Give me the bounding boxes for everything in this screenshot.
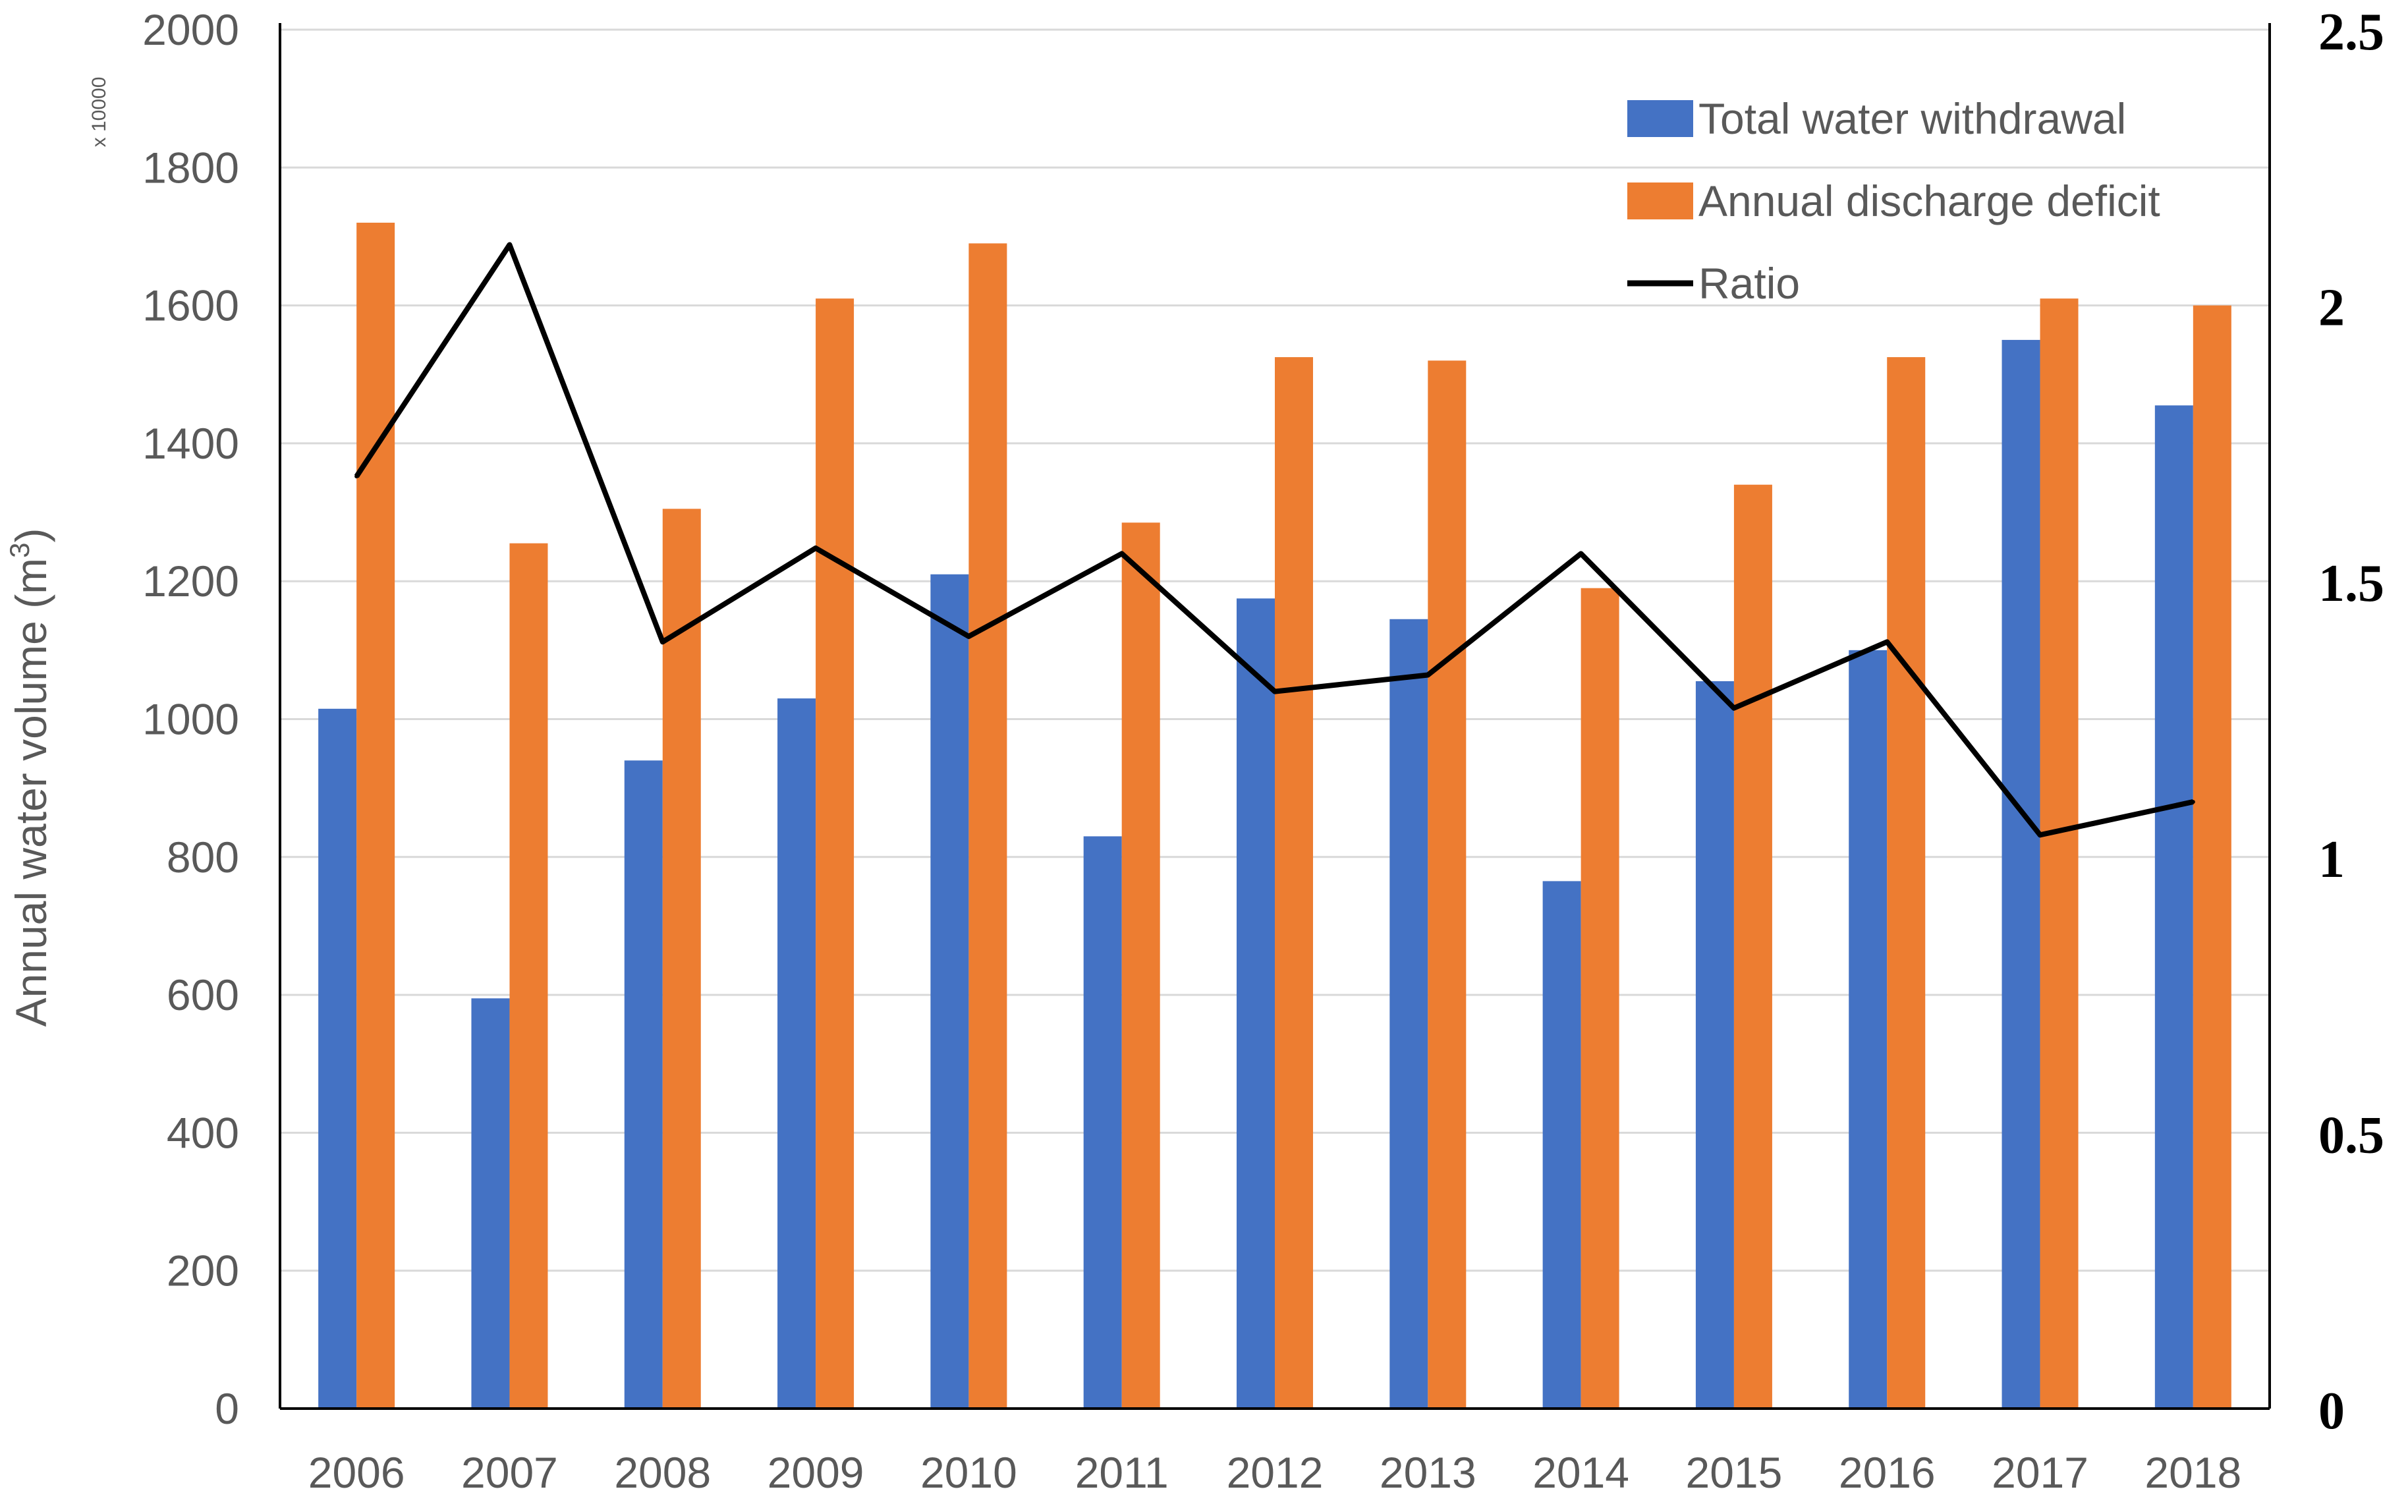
ratio-point bbox=[1426, 673, 1430, 677]
bar-total-water-withdrawal bbox=[1695, 681, 1734, 1409]
ratio-point bbox=[660, 640, 665, 644]
bar-annual-discharge-deficit bbox=[1581, 588, 1619, 1409]
x-tick-label: 2006 bbox=[308, 1448, 405, 1497]
x-tick-label: 2012 bbox=[1227, 1448, 1324, 1497]
bar-total-water-withdrawal bbox=[777, 698, 816, 1409]
left-tick-label: 0 bbox=[215, 1384, 239, 1433]
bar-annual-discharge-deficit bbox=[1121, 522, 1160, 1409]
bar-total-water-withdrawal bbox=[2002, 339, 2040, 1409]
right-tick-label: 1 bbox=[2318, 831, 2345, 889]
bar-annual-discharge-deficit bbox=[1733, 484, 1772, 1409]
legend-swatch bbox=[1627, 100, 1693, 137]
x-tick-label: 2009 bbox=[768, 1448, 864, 1497]
right-tick-label: 1.5 bbox=[2318, 555, 2384, 613]
bar-total-water-withdrawal bbox=[1542, 881, 1581, 1409]
left-tick-label: 2000 bbox=[142, 5, 239, 54]
right-tick-label: 0.5 bbox=[2318, 1106, 2384, 1164]
left-tick-label: 600 bbox=[167, 970, 239, 1019]
x-tick-label: 2010 bbox=[920, 1448, 1017, 1497]
legend-label: Annual discharge deficit bbox=[1698, 177, 2160, 225]
y-axis-label-main: Annual water volume (m bbox=[7, 558, 55, 1027]
right-tick-label: 0 bbox=[2318, 1382, 2345, 1440]
x-tick-label: 2014 bbox=[1532, 1448, 1629, 1497]
bar-total-water-withdrawal bbox=[471, 998, 510, 1409]
bar-annual-discharge-deficit bbox=[1275, 357, 1313, 1409]
legend: Total water withdrawal Annual discharge d… bbox=[1627, 94, 2160, 308]
right-axis-ticks: 0 0.5 1 1.5 2 2.5 bbox=[2318, 3, 2384, 1440]
y-axis-label: Annual water volume (m3) bbox=[4, 528, 55, 1027]
ratio-point bbox=[354, 474, 359, 479]
left-tick-label: 200 bbox=[167, 1246, 239, 1295]
x-tick-label: 2007 bbox=[461, 1448, 558, 1497]
legend-swatch bbox=[1627, 182, 1693, 219]
right-tick-label: 2 bbox=[2318, 279, 2345, 337]
y-axis-label-superscript: 3 bbox=[4, 542, 35, 557]
bar-total-water-withdrawal bbox=[624, 760, 663, 1409]
left-tick-label: 1400 bbox=[142, 419, 239, 468]
bar-total-water-withdrawal bbox=[930, 574, 969, 1409]
x-tick-label: 2017 bbox=[1992, 1448, 2088, 1497]
bar-total-water-withdrawal bbox=[1389, 619, 1428, 1409]
x-axis-ticks: 2006 2007 2008 2009 2010 2011 2012 2013 2014 2015… bbox=[308, 1448, 2242, 1497]
ratio-point bbox=[814, 546, 818, 550]
bar-annual-discharge-deficit bbox=[356, 223, 395, 1409]
x-tick-label: 2018 bbox=[2144, 1448, 2241, 1497]
left-tick-label: 800 bbox=[167, 833, 239, 882]
bar-total-water-withdrawal bbox=[2154, 405, 2193, 1409]
x-tick-label: 2013 bbox=[1380, 1448, 1476, 1497]
bar-annual-discharge-deficit bbox=[968, 243, 1007, 1409]
ratio-point bbox=[1579, 551, 1583, 556]
ratio-point bbox=[966, 634, 971, 638]
bar-annual-discharge-deficit bbox=[2040, 298, 2079, 1409]
right-tick-label: 2.5 bbox=[2318, 3, 2384, 61]
bar-annual-discharge-deficit bbox=[509, 543, 548, 1409]
bar-total-water-withdrawal bbox=[318, 708, 357, 1409]
legend-label: Total water withdrawal bbox=[1698, 94, 2126, 143]
bar-annual-discharge-deficit bbox=[2193, 305, 2231, 1409]
ratio-point bbox=[1273, 689, 1277, 694]
bar-total-water-withdrawal bbox=[1849, 650, 1888, 1409]
left-tick-label: 1200 bbox=[142, 557, 239, 605]
x-tick-label: 2011 bbox=[1075, 1448, 1169, 1497]
legend-label: Ratio bbox=[1698, 259, 1800, 308]
left-tick-label: 1600 bbox=[142, 281, 239, 330]
x-tick-label: 2015 bbox=[1686, 1448, 1783, 1497]
ratio-point bbox=[1731, 706, 1736, 710]
bar-total-water-withdrawal bbox=[1237, 598, 1275, 1409]
bar-annual-discharge-deficit bbox=[816, 298, 854, 1409]
left-tick-label: 1000 bbox=[142, 695, 239, 744]
ratio-point bbox=[507, 242, 512, 247]
ratio-point bbox=[1885, 640, 1890, 644]
ratio-line-layer bbox=[354, 242, 2195, 838]
left-tick-label: 1800 bbox=[142, 143, 239, 192]
x-tick-label: 2016 bbox=[1839, 1448, 1936, 1497]
y-axis-label-suffix: ) bbox=[7, 528, 55, 543]
bars bbox=[318, 223, 2231, 1409]
axes bbox=[279, 23, 2271, 1410]
bar-annual-discharge-deficit bbox=[662, 509, 701, 1409]
bar-annual-discharge-deficit bbox=[1887, 357, 1926, 1409]
x-tick-label: 2008 bbox=[614, 1448, 711, 1497]
ratio-point bbox=[1119, 551, 1124, 556]
ratio-point bbox=[2038, 833, 2042, 837]
left-tick-label: 400 bbox=[167, 1108, 239, 1157]
ratio-point bbox=[2191, 800, 2195, 804]
bar-total-water-withdrawal bbox=[1083, 836, 1122, 1409]
bar-annual-discharge-deficit bbox=[1428, 360, 1467, 1409]
left-axis-multiplier: x 10000 bbox=[88, 77, 110, 148]
left-axis-ticks: 0 200 400 600 800 1000 1200 1400 1600 1800 2000 bbox=[142, 5, 239, 1433]
